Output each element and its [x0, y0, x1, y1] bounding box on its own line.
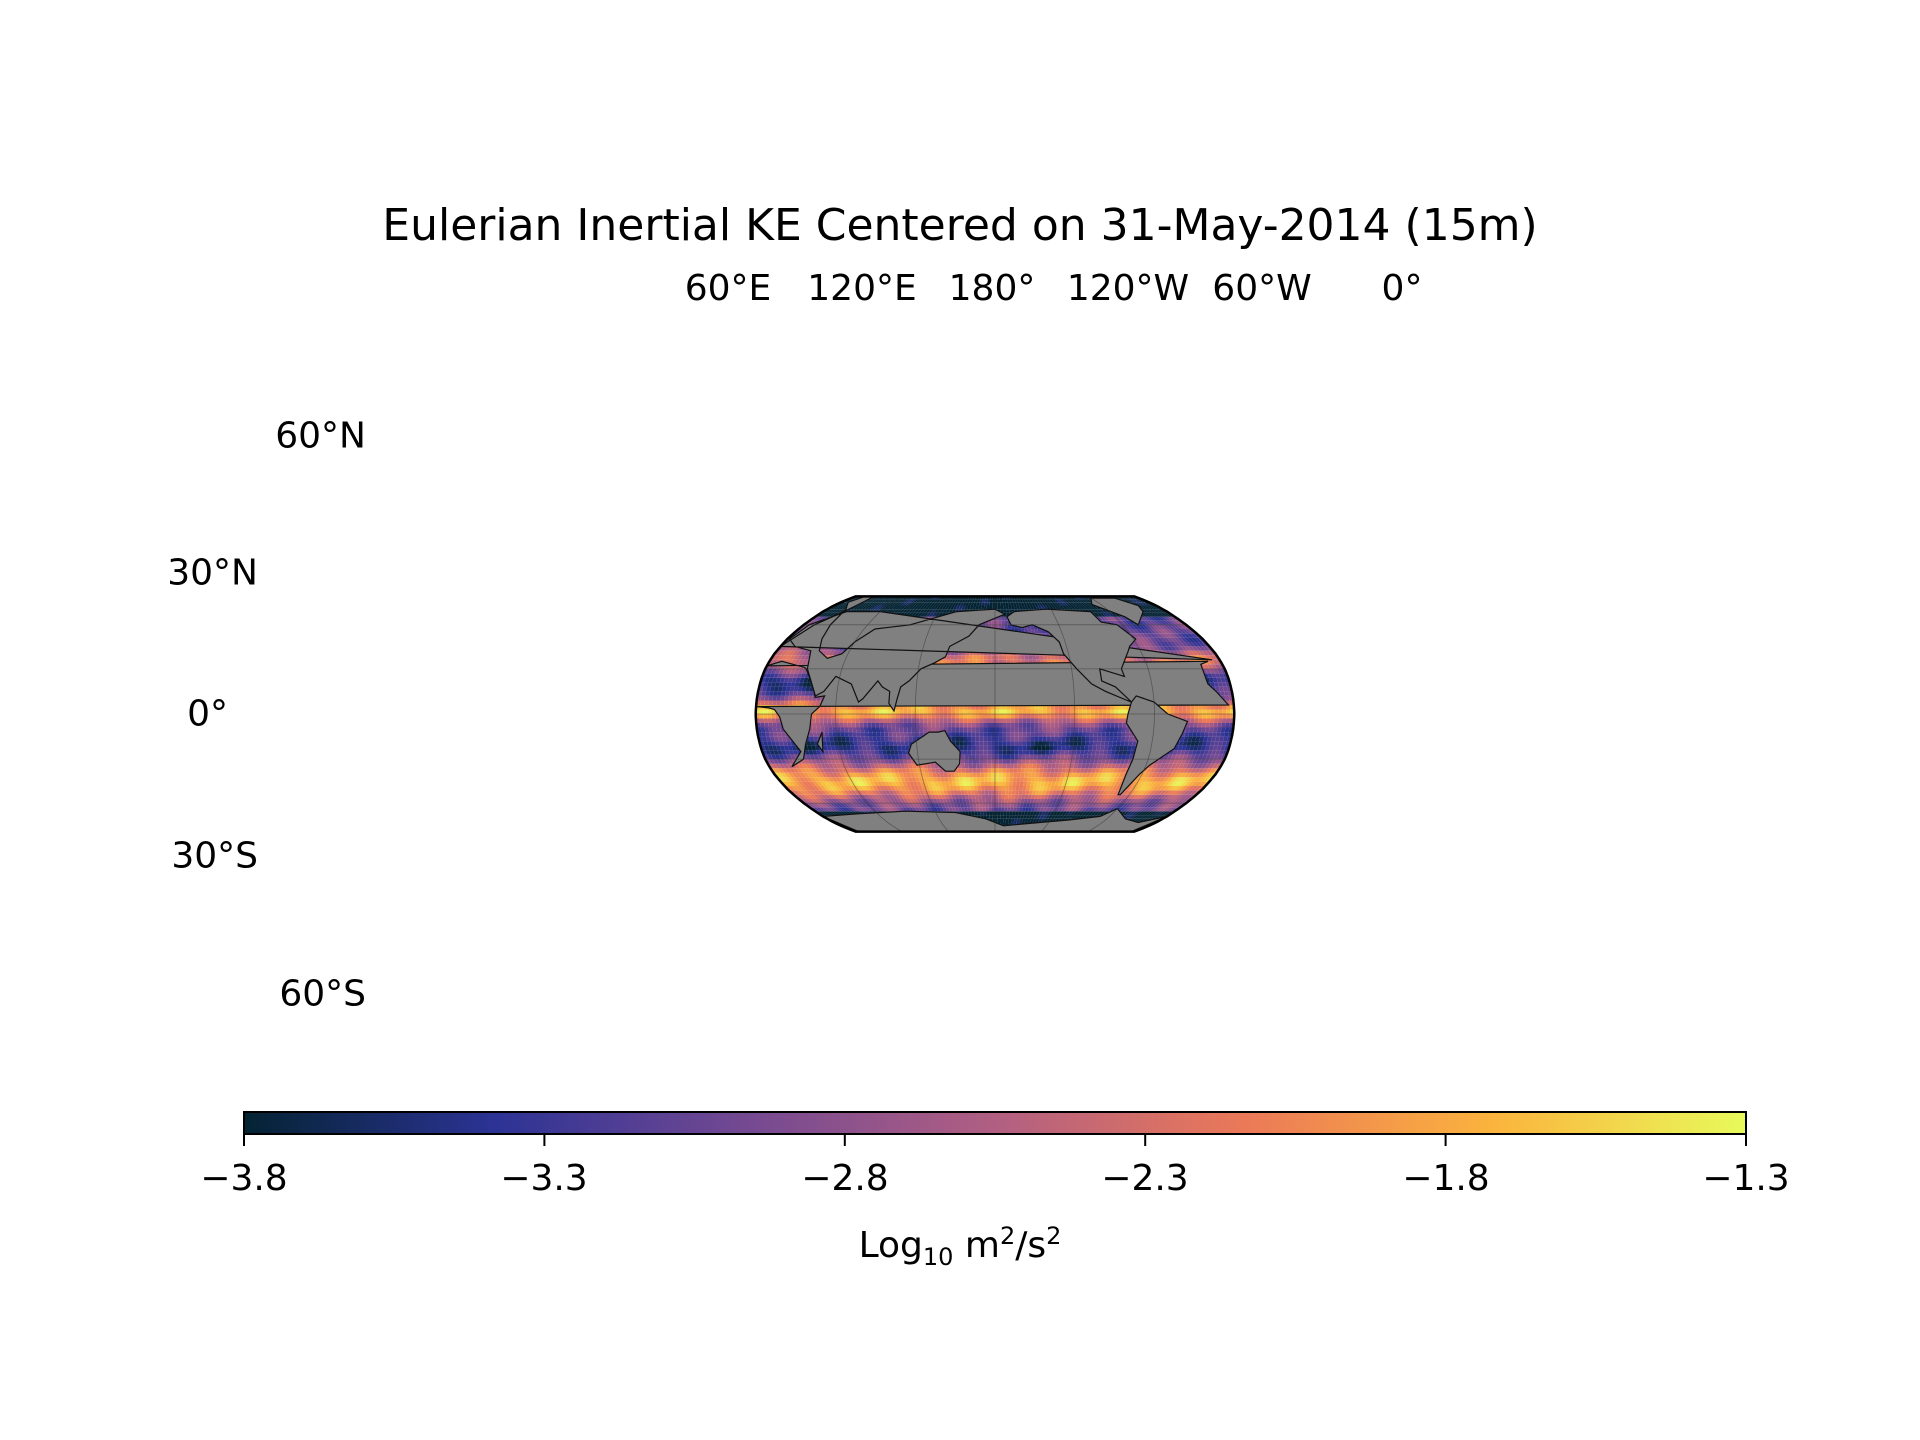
lat-label-60n: 60°N: [275, 415, 366, 457]
cb-tick-label-5: −1.3: [1702, 1158, 1790, 1199]
lon-label-120e: 120°E: [807, 268, 917, 309]
colorbar-ticks: [243, 1134, 1747, 1146]
lon-label-60w: 60°W: [1212, 268, 1312, 309]
cb-tick-label-1: −3.3: [500, 1158, 588, 1199]
land-masses: [755, 596, 1230, 832]
lat-label-30n: 30°N: [167, 552, 258, 594]
cb-tick-label-3: −2.3: [1101, 1158, 1189, 1199]
colorbar: [243, 1111, 1747, 1135]
lon-label-180: 180°: [948, 268, 1036, 309]
cb-tick-label-0: −3.8: [200, 1158, 288, 1199]
lon-label-120w: 120°W: [1066, 268, 1190, 309]
map-title: Eulerian Inertial KE Centered on 31-May-…: [382, 200, 1538, 251]
cb-tick-label-2: −2.8: [801, 1158, 889, 1199]
graticule: [755, 596, 1235, 832]
lat-label-60s: 60°S: [279, 973, 366, 1015]
map-boundary: [754, 595, 1236, 833]
lat-label-30s: 30°S: [171, 835, 258, 877]
lon-label-60e: 60°E: [684, 268, 772, 309]
cb-tick-label-4: −1.8: [1402, 1158, 1490, 1199]
lat-label-0: 0°: [187, 693, 228, 735]
colorbar-label: Log10 m2/s2: [858, 1222, 1062, 1272]
lon-label-0: 0°: [1381, 268, 1423, 309]
